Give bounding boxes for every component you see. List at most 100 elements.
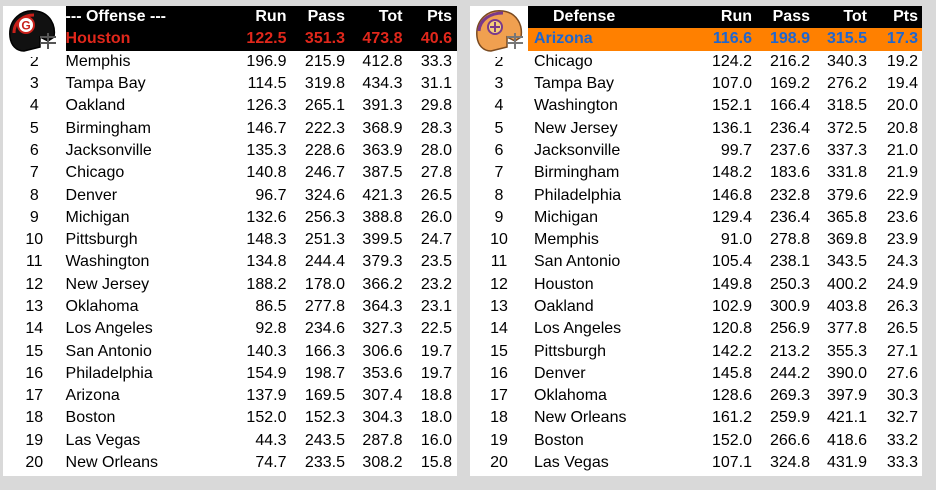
pts-cell: 30.3	[886, 387, 918, 405]
team-cell: Philadelphia	[534, 186, 622, 204]
pass-cell: 183.6	[769, 164, 810, 182]
pts-cell: 29.8	[420, 97, 452, 115]
offense-title: --- Offense ---	[65, 6, 221, 29]
pass-cell: 269.3	[769, 387, 810, 405]
team-cell: Chicago	[534, 52, 593, 70]
rank-cell: 20	[490, 454, 508, 472]
team-cell: Jacksonville	[65, 141, 152, 159]
table-row: 6 Jacksonville 99.7 237.6 337.3 21.0	[470, 140, 922, 162]
run-cell: 134.8	[246, 253, 287, 271]
team-cell: Tampa Bay	[534, 75, 615, 93]
rank-cell: 17	[490, 387, 508, 405]
pass-cell: 244.2	[769, 364, 810, 382]
run-cell: 136.1	[711, 119, 752, 137]
offense-panel: --- Offense --- Run Pass Tot Pts Houston…	[3, 6, 457, 476]
run-cell: 152.1	[711, 97, 752, 115]
rank-cell: 10	[490, 231, 508, 249]
run-cell: 129.4	[711, 208, 752, 226]
tot-cell: 363.9	[362, 141, 403, 159]
pass-cell: 166.4	[769, 97, 810, 115]
pts-cell: 21.9	[886, 164, 918, 182]
team-cell: San Antonio	[534, 253, 621, 271]
team-cell: Philadelphia	[65, 364, 153, 382]
run-cell: 105.4	[711, 253, 752, 271]
pts-cell: 28.3	[420, 119, 452, 137]
rank-cell: 16	[25, 364, 44, 382]
rank-cell: 13	[490, 298, 508, 315]
rank-cell: 6	[494, 141, 504, 159]
tot-cell: 390.0	[826, 364, 867, 382]
rank-cell: 15	[490, 342, 508, 360]
pts-cell: 16.0	[420, 431, 452, 449]
rank-cell: 14	[25, 320, 44, 338]
pts-cell: 19.2	[886, 52, 918, 70]
run-cell: 135.3	[246, 141, 287, 159]
offense-col-run: Run	[220, 6, 287, 29]
team-cell: Washington	[65, 253, 150, 271]
rank-cell: 19	[25, 431, 44, 449]
table-row: 13 Oakland 102.9 300.9 403.8 26.3	[470, 296, 922, 318]
defense-leader-tot: 315.5	[810, 28, 867, 51]
team-cell: Oakland	[65, 97, 126, 115]
table-row: 19 Boston 152.0 266.6 418.6 33.2	[470, 430, 922, 452]
table-row: 16 Philadelphia 154.9 198.7 353.6 19.7	[3, 363, 457, 385]
table-row: 15 Pittsburgh 142.2 213.2 355.3 27.1	[470, 340, 922, 362]
pass-cell: 215.9	[304, 52, 345, 70]
pts-cell: 27.8	[420, 164, 452, 182]
rank-cell: 11	[25, 253, 43, 271]
team-cell: Chicago	[65, 164, 125, 182]
tot-cell: 421.1	[826, 409, 867, 427]
pass-cell: 222.3	[304, 119, 345, 137]
table-row: 4 Oakland 126.3 265.1 391.3 29.8	[3, 95, 457, 117]
table-row: 2 Memphis 196.9 215.9 412.8 33.3	[3, 51, 457, 73]
pts-cell: 27.1	[886, 342, 918, 360]
rank-cell: 18	[490, 409, 508, 427]
rank-cell: 4	[494, 97, 504, 115]
offense-col-pts: Pts	[402, 6, 457, 29]
table-row: 4 Washington 152.1 166.4 318.5 20.0	[470, 95, 922, 117]
rank-cell: 6	[29, 141, 39, 159]
run-cell: 148.2	[711, 164, 752, 182]
pass-cell: 152.3	[304, 409, 345, 427]
team-cell: Memphis	[534, 231, 599, 249]
tot-cell: 340.3	[826, 52, 867, 70]
tot-cell: 337.3	[826, 141, 867, 159]
run-cell: 148.3	[246, 231, 287, 249]
team-cell: Houston	[534, 275, 594, 293]
team-cell: Tampa Bay	[65, 75, 146, 93]
table-row: 9 Michigan 132.6 256.3 388.8 26.0	[3, 207, 457, 229]
pass-cell: 166.3	[304, 342, 345, 360]
pts-cell: 24.7	[420, 231, 452, 249]
rank-cell: 5	[494, 119, 504, 137]
team-cell: Arizona	[65, 387, 120, 405]
table-row: 5 New Jersey 136.1 236.4 372.5 20.8	[470, 117, 922, 139]
tot-cell: 368.9	[362, 119, 403, 137]
run-cell: 142.2	[711, 342, 752, 360]
run-cell: 99.7	[720, 141, 752, 159]
run-cell: 152.0	[711, 431, 752, 449]
pts-cell: 23.6	[886, 208, 918, 226]
run-cell: 146.7	[246, 119, 287, 137]
table-row: 9 Michigan 129.4 236.4 365.8 23.6	[470, 207, 922, 229]
pass-cell: 216.2	[769, 52, 810, 70]
pass-cell: 234.6	[304, 320, 345, 338]
tot-cell: 343.5	[826, 253, 867, 271]
team-cell: Boston	[65, 409, 116, 427]
pass-cell: 238.1	[769, 253, 810, 271]
run-cell: 149.8	[711, 275, 752, 293]
table-row: 14 Los Angeles 120.8 256.9 377.8 26.5	[470, 318, 922, 340]
team-cell: New Orleans	[534, 409, 627, 427]
offense-col-tot: Tot	[344, 6, 403, 29]
pts-cell: 15.8	[420, 454, 452, 472]
defense-col-tot: Tot	[810, 6, 867, 29]
team-cell: Michigan	[65, 208, 130, 226]
pts-cell: 24.9	[886, 275, 918, 293]
defense-leader-pts: 17.3	[867, 28, 922, 51]
tot-cell: 377.8	[826, 320, 867, 338]
team-cell: Denver	[65, 186, 118, 204]
tot-cell: 366.2	[362, 275, 403, 293]
pass-cell: 251.3	[304, 231, 345, 249]
rank-cell: 9	[494, 208, 504, 226]
pts-cell: 19.4	[886, 75, 918, 93]
pass-cell: 243.5	[304, 431, 345, 449]
